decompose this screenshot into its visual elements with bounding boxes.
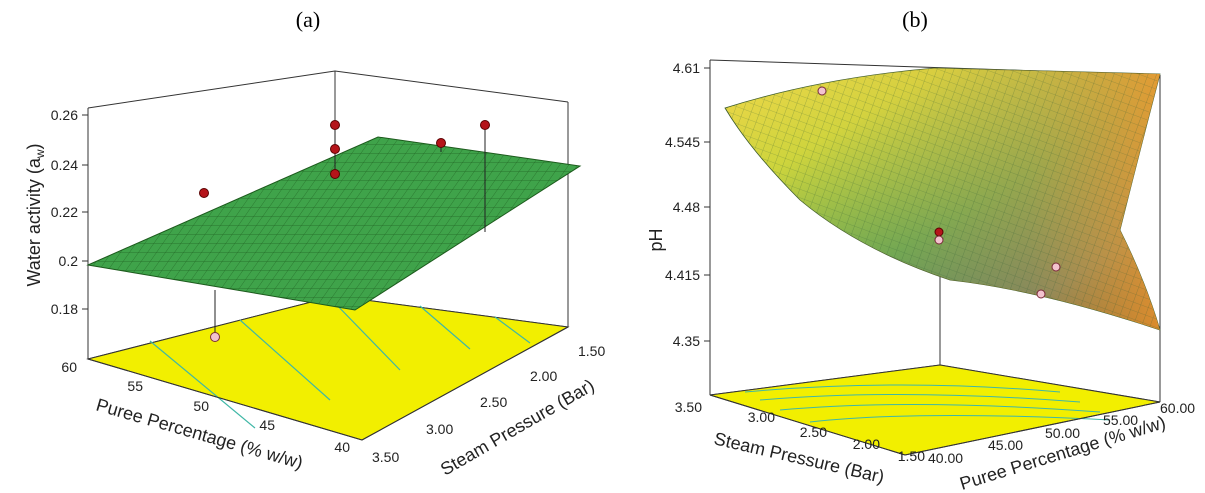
z-tick-label: 4.415 (665, 267, 700, 283)
panel-a-z-axis-label: Water activity (aw) (24, 143, 47, 286)
y-tick-label: 40.00 (928, 450, 963, 466)
panel-b-z-ticks (704, 67, 710, 342)
x-tick-label: 2.50 (800, 424, 827, 440)
design-point (210, 332, 220, 342)
y-tick-label: 55.00 (1103, 412, 1138, 428)
y-tick-label: 2.00 (530, 368, 557, 384)
z-tick-label: 0.22 (51, 204, 78, 220)
x-tick-label: 40 (334, 439, 350, 455)
panel-a: (a) (24, 7, 605, 479)
design-point (1051, 262, 1061, 272)
design-point (480, 120, 490, 130)
design-point (330, 144, 340, 154)
x-tick-label: 3.00 (748, 409, 775, 425)
z-tick-label: 0.2 (59, 253, 79, 269)
panel-b: (b) (646, 7, 1195, 493)
y-tick-label: 3.50 (372, 449, 399, 465)
y-tick-label: 60.00 (1160, 400, 1195, 416)
x-tick-label: 3.50 (675, 399, 702, 415)
y-tick-label: 1.50 (578, 343, 605, 359)
y-tick-label: 2.50 (480, 394, 507, 410)
panel-b-surface (724, 67, 1161, 331)
z-tick-label: 4.48 (673, 199, 700, 215)
panel-b-z-axis-label: pH (646, 228, 666, 251)
panel-a-contour-lines (149, 297, 531, 429)
panel-a-z-ticks (82, 114, 88, 310)
x-tick-label: 55 (127, 378, 143, 394)
design-point (817, 86, 827, 96)
y-tick-label: 50.00 (1045, 425, 1080, 441)
x-tick-label: 1.50 (898, 448, 925, 464)
panel-a-surface (86, 136, 582, 311)
y-tick-label: 45.00 (988, 437, 1023, 453)
z-tick-label: 4.545 (665, 134, 700, 150)
z-tick-label: 4.61 (673, 60, 700, 76)
x-tick-label: 60 (61, 359, 77, 375)
panel-a-y-axis-label: Steam Pressure (Bar) (437, 375, 598, 479)
z-tick-label: 0.24 (51, 157, 78, 173)
z-tick-label: 0.18 (51, 301, 78, 317)
x-tick-label: 50 (193, 398, 209, 414)
panel-b-design-points (817, 86, 1061, 299)
panel-a-label: (a) (296, 7, 320, 32)
design-point (199, 188, 209, 198)
z-tick-label: 4.35 (673, 333, 700, 349)
design-point (330, 169, 340, 179)
panel-a-design-points (199, 120, 490, 342)
z-tick-label: 0.26 (51, 107, 78, 123)
design-point (330, 120, 340, 130)
x-tick-label: 45 (259, 417, 275, 433)
design-point (1036, 289, 1046, 299)
x-tick-label: 2.00 (853, 436, 880, 452)
design-point (934, 235, 944, 245)
panel-b-label: (b) (902, 7, 928, 32)
design-point (934, 227, 944, 237)
panel-b-contour-lines (744, 384, 1111, 423)
design-point (436, 138, 446, 148)
y-tick-label: 3.00 (426, 421, 453, 437)
